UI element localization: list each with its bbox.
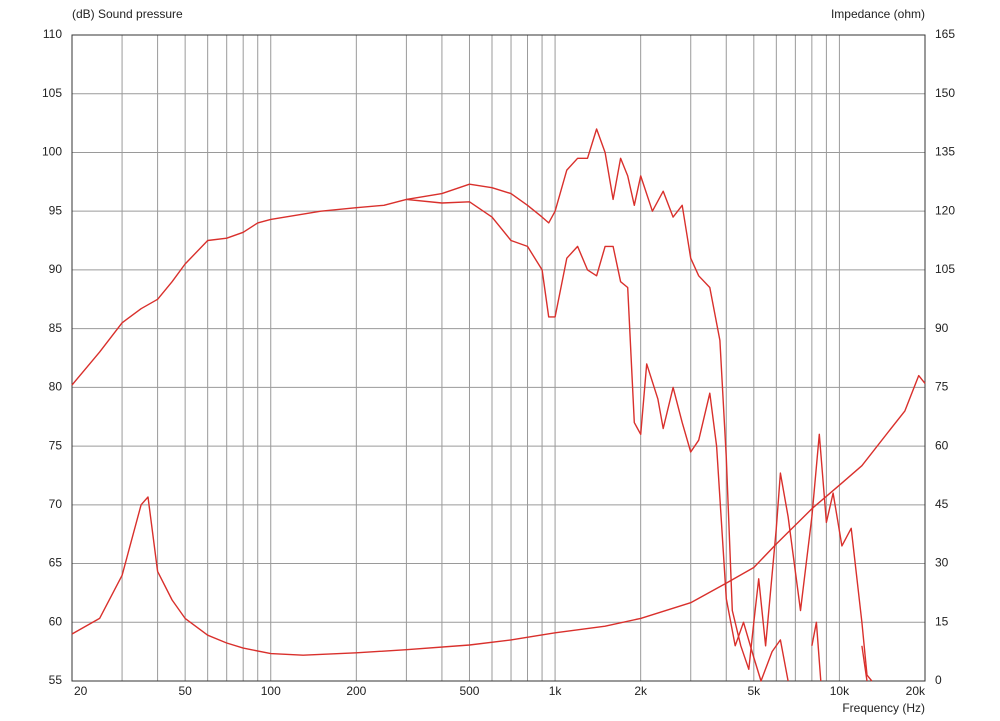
- y2-tick-label: 75: [935, 380, 949, 394]
- x-tick-label: 200: [346, 684, 366, 698]
- response-line: [71, 374, 926, 656]
- x-tick-label: 20: [74, 684, 88, 698]
- y2-tick-label: 120: [935, 203, 955, 217]
- y2-tick-label: 45: [935, 497, 949, 511]
- y-tick-label: 95: [49, 203, 63, 217]
- y2-tick-label: 135: [935, 145, 955, 159]
- y-tick-label: 60: [49, 614, 63, 628]
- y2-axis-label: Impedance (ohm): [831, 7, 925, 21]
- x-tick-label: 50: [178, 684, 192, 698]
- y-tick-label: 55: [49, 673, 63, 687]
- y-tick-label: 100: [42, 145, 62, 159]
- y2-tick-label: 105: [935, 262, 955, 276]
- plot-frame: [71, 34, 926, 682]
- x-tick-label: 500: [459, 684, 479, 698]
- y-tick-label: 75: [49, 438, 63, 452]
- response-line: [71, 128, 873, 682]
- x-axis-label: Frequency (Hz): [842, 701, 925, 715]
- x-tick-label: 20k: [906, 684, 926, 698]
- y-tick-label: 105: [42, 86, 62, 100]
- y2-tick-label: 150: [935, 86, 955, 100]
- y2-tick-label: 165: [935, 27, 955, 41]
- y-tick-label: 80: [49, 380, 63, 394]
- x-tick-label: 10k: [830, 684, 850, 698]
- y-tick-label: 85: [49, 321, 63, 335]
- y-tick-label: 90: [49, 262, 63, 276]
- y2-tick-label: 0: [935, 673, 942, 687]
- y-tick-label: 70: [49, 497, 63, 511]
- y-axis-label: (dB) Sound pressure: [72, 7, 183, 21]
- y-tick-label: 65: [49, 556, 63, 570]
- x-tick-label: 100: [261, 684, 281, 698]
- response-line: [406, 198, 868, 682]
- x-tick-label: 2k: [634, 684, 648, 698]
- y2-tick-label: 90: [935, 321, 949, 335]
- y2-tick-label: 60: [935, 438, 949, 452]
- x-tick-label: 5k: [747, 684, 761, 698]
- y-tick-label: 110: [43, 27, 62, 41]
- y2-tick-label: 15: [935, 614, 949, 628]
- x-tick-label: 1k: [549, 684, 563, 698]
- y2-tick-label: 30: [935, 556, 949, 570]
